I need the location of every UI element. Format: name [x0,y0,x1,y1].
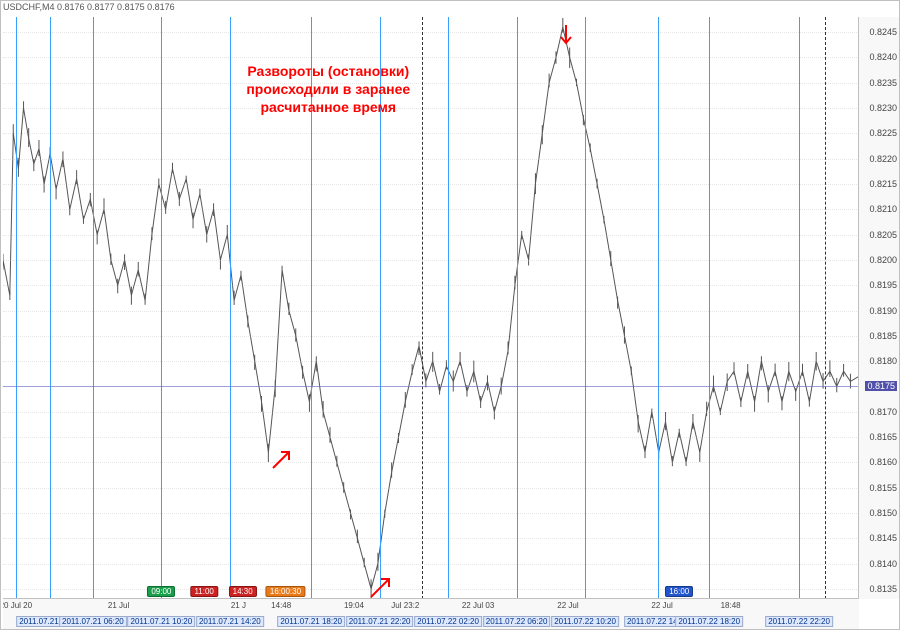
vertical-time-line [50,17,51,599]
y-tick-label: 0.8170 [869,407,897,417]
vertical-time-line [93,17,94,599]
x-timestamp-label: 2011.07.21 14:20 [196,616,264,627]
annotation-line: расчитанное время [208,98,448,116]
vertical-time-line [658,17,659,599]
y-tick-label: 0.8215 [869,179,897,189]
arrow-down-icon [561,25,589,53]
h-gridline [3,564,859,565]
y-tick-label: 0.8205 [869,230,897,240]
h-gridline [3,538,859,539]
x-timestamp-label: 2011.07.21 18:20 [277,616,345,627]
h-gridline [3,32,859,33]
time-marker: 16:00 [665,586,693,597]
y-tick-label: 0.8245 [869,27,897,37]
annotation-line: Развороты (остановки) [208,62,448,80]
y-tick-label: 0.8225 [869,128,897,138]
h-gridline [3,57,859,58]
h-gridline [3,513,859,514]
time-marker: 09:00 [147,586,175,597]
h-gridline [3,361,859,362]
y-tick-label: 0.8165 [869,432,897,442]
x-date-label: 19:04 [344,601,364,610]
h-gridline [3,159,859,160]
vertical-dotted-line [825,17,826,599]
x-timestamp-label: 2011.07.22 22:20 [765,616,833,627]
plot-area[interactable]: 09:00 11:00 14:30 16:00:30 16:00 Развороты (о… [3,17,859,599]
vertical-time-line [517,17,518,599]
y-tick-label: 0.8190 [869,306,897,316]
y-tick-label: 0.8140 [869,559,897,569]
current-price-label: 0.8175 [865,381,897,391]
vertical-time-line [585,17,586,599]
x-date-label: 22 Jul 03 [462,601,494,610]
y-axis: 0.8135 0.8140 0.8145 0.8150 0.8155 0.8160 0.81… [858,17,899,599]
x-date-label: 18:48 [721,601,741,610]
chart-window: USDCHF,M4 0.8176 0.8177 0.8175 0.8176 09… [0,0,900,630]
x-date-label: Jul 23:2 [391,601,419,610]
h-gridline [3,311,859,312]
h-gridline [3,285,859,286]
x-timestamp-label: 2011.07.21 10:20 [128,616,196,627]
y-tick-label: 0.8160 [869,457,897,467]
h-gridline [3,133,859,134]
annotation-text: Развороты (остановки)происходили в заран… [208,62,448,117]
x-date-label: 22 Jul [651,601,672,610]
y-tick-label: 0.8155 [869,483,897,493]
h-gridline [3,235,859,236]
h-gridline [3,336,859,337]
h-gridline [3,437,859,438]
x-date-label: 21 J [231,601,246,610]
x-timestamp-label: 2011.07.21 06:20 [59,616,127,627]
x-date-label: 20 Jul 20 [3,601,32,610]
y-tick-label: 0.8195 [869,280,897,290]
x-date-label: 14:48 [271,601,291,610]
x-date-label: 21 Jul [108,601,129,610]
vertical-time-line [161,17,162,599]
vertical-time-line [799,17,800,599]
x-timestamp-label: 2011.07.22 06:20 [483,616,551,627]
h-gridline [3,488,859,489]
y-tick-label: 0.8200 [869,255,897,265]
h-gridline [3,260,859,261]
arrow-up-icon [273,452,299,478]
x-timestamp-label: 2011.07.22 02:20 [414,616,482,627]
y-tick-label: 0.8230 [869,103,897,113]
y-tick-label: 0.8135 [869,584,897,594]
vertical-time-line [16,17,17,599]
h-gridline [3,412,859,413]
time-marker: 14:30 [229,586,257,597]
time-marker: 16:00:30 [266,586,305,597]
time-marker: 11:00 [190,586,217,597]
vertical-time-line [709,17,710,599]
x-timestamp-label: 2011.07.22 18:20 [675,616,743,627]
y-tick-label: 0.8235 [869,78,897,88]
y-tick-label: 0.8150 [869,508,897,518]
x-timestamp-label: 2011.07.21 22:20 [346,616,414,627]
y-tick-label: 0.8210 [869,204,897,214]
h-gridline [3,462,859,463]
y-tick-label: 0.8185 [869,331,897,341]
y-tick-label: 0.8180 [869,356,897,366]
h-gridline [3,209,859,210]
x-timestamp-label: 2011.07.22 10:20 [551,616,619,627]
current-price-line [3,386,859,387]
h-gridline [3,589,859,590]
y-tick-label: 0.8220 [869,154,897,164]
y-tick-label: 0.8240 [869,52,897,62]
chart-title: USDCHF,M4 0.8176 0.8177 0.8175 0.8176 [3,2,175,12]
h-gridline [3,184,859,185]
annotation-line: происходили в заранее [208,80,448,98]
y-tick-label: 0.8145 [869,533,897,543]
x-axis: 20 Jul 20 21 Jul 21 J 14:48 19:04 Jul 23:2 22 … [3,598,859,629]
x-date-label: 22 Jul [557,601,578,610]
